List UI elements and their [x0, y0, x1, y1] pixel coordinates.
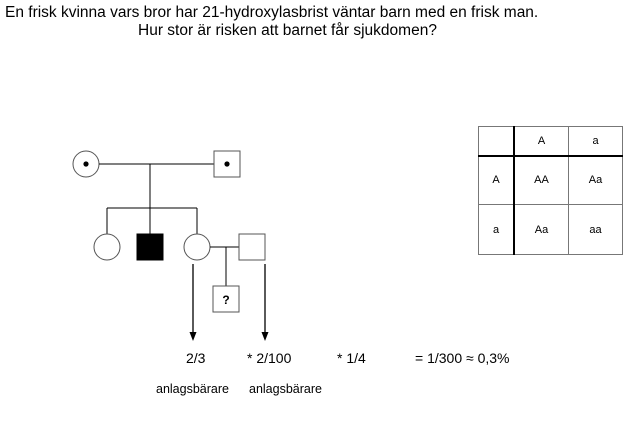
unborn-child [212, 285, 240, 313]
punnett-cell-Aa-2: Aa [513, 204, 569, 255]
sister-healthy [93, 233, 121, 261]
punnett-cell-AA: AA [513, 155, 569, 205]
grandfather-carrier [213, 150, 241, 178]
punnett-col-header-A: A [513, 126, 569, 157]
arrow-man [261, 264, 269, 341]
probability-man: * 2/100 [247, 350, 292, 366]
unknown-child-label: ? [222, 293, 229, 307]
healthy-woman [183, 233, 211, 261]
arrow-woman [189, 264, 197, 341]
punnett-cell-Aa-1: Aa [568, 155, 623, 205]
question-line-2: Hur stor är risken att barnet får sjukdo… [138, 22, 437, 39]
healthy-man [238, 233, 266, 261]
grandmother-carrier [72, 150, 100, 178]
punnett-cell-aa: aa [568, 204, 623, 255]
probability-child: * 1/4 [337, 350, 366, 366]
punnett-square: A a A AA Aa a Aa aa [478, 126, 623, 255]
probability-woman: 2/3 [186, 350, 206, 366]
punnett-col-header-a: a [568, 126, 623, 157]
punnett-corner [478, 126, 515, 157]
carrier-label-woman: anlagsbärare [156, 382, 229, 396]
carrier-label-man: anlagsbärare [249, 382, 322, 396]
punnett-row-header-a: a [478, 204, 515, 255]
risk-result: = 1/300 ≈ 0,3% [415, 350, 510, 366]
brother-affected [136, 233, 164, 261]
question-line-1: En frisk kvinna vars bror har 21-hydroxy… [5, 4, 539, 21]
punnett-row-header-A: A [478, 155, 515, 205]
